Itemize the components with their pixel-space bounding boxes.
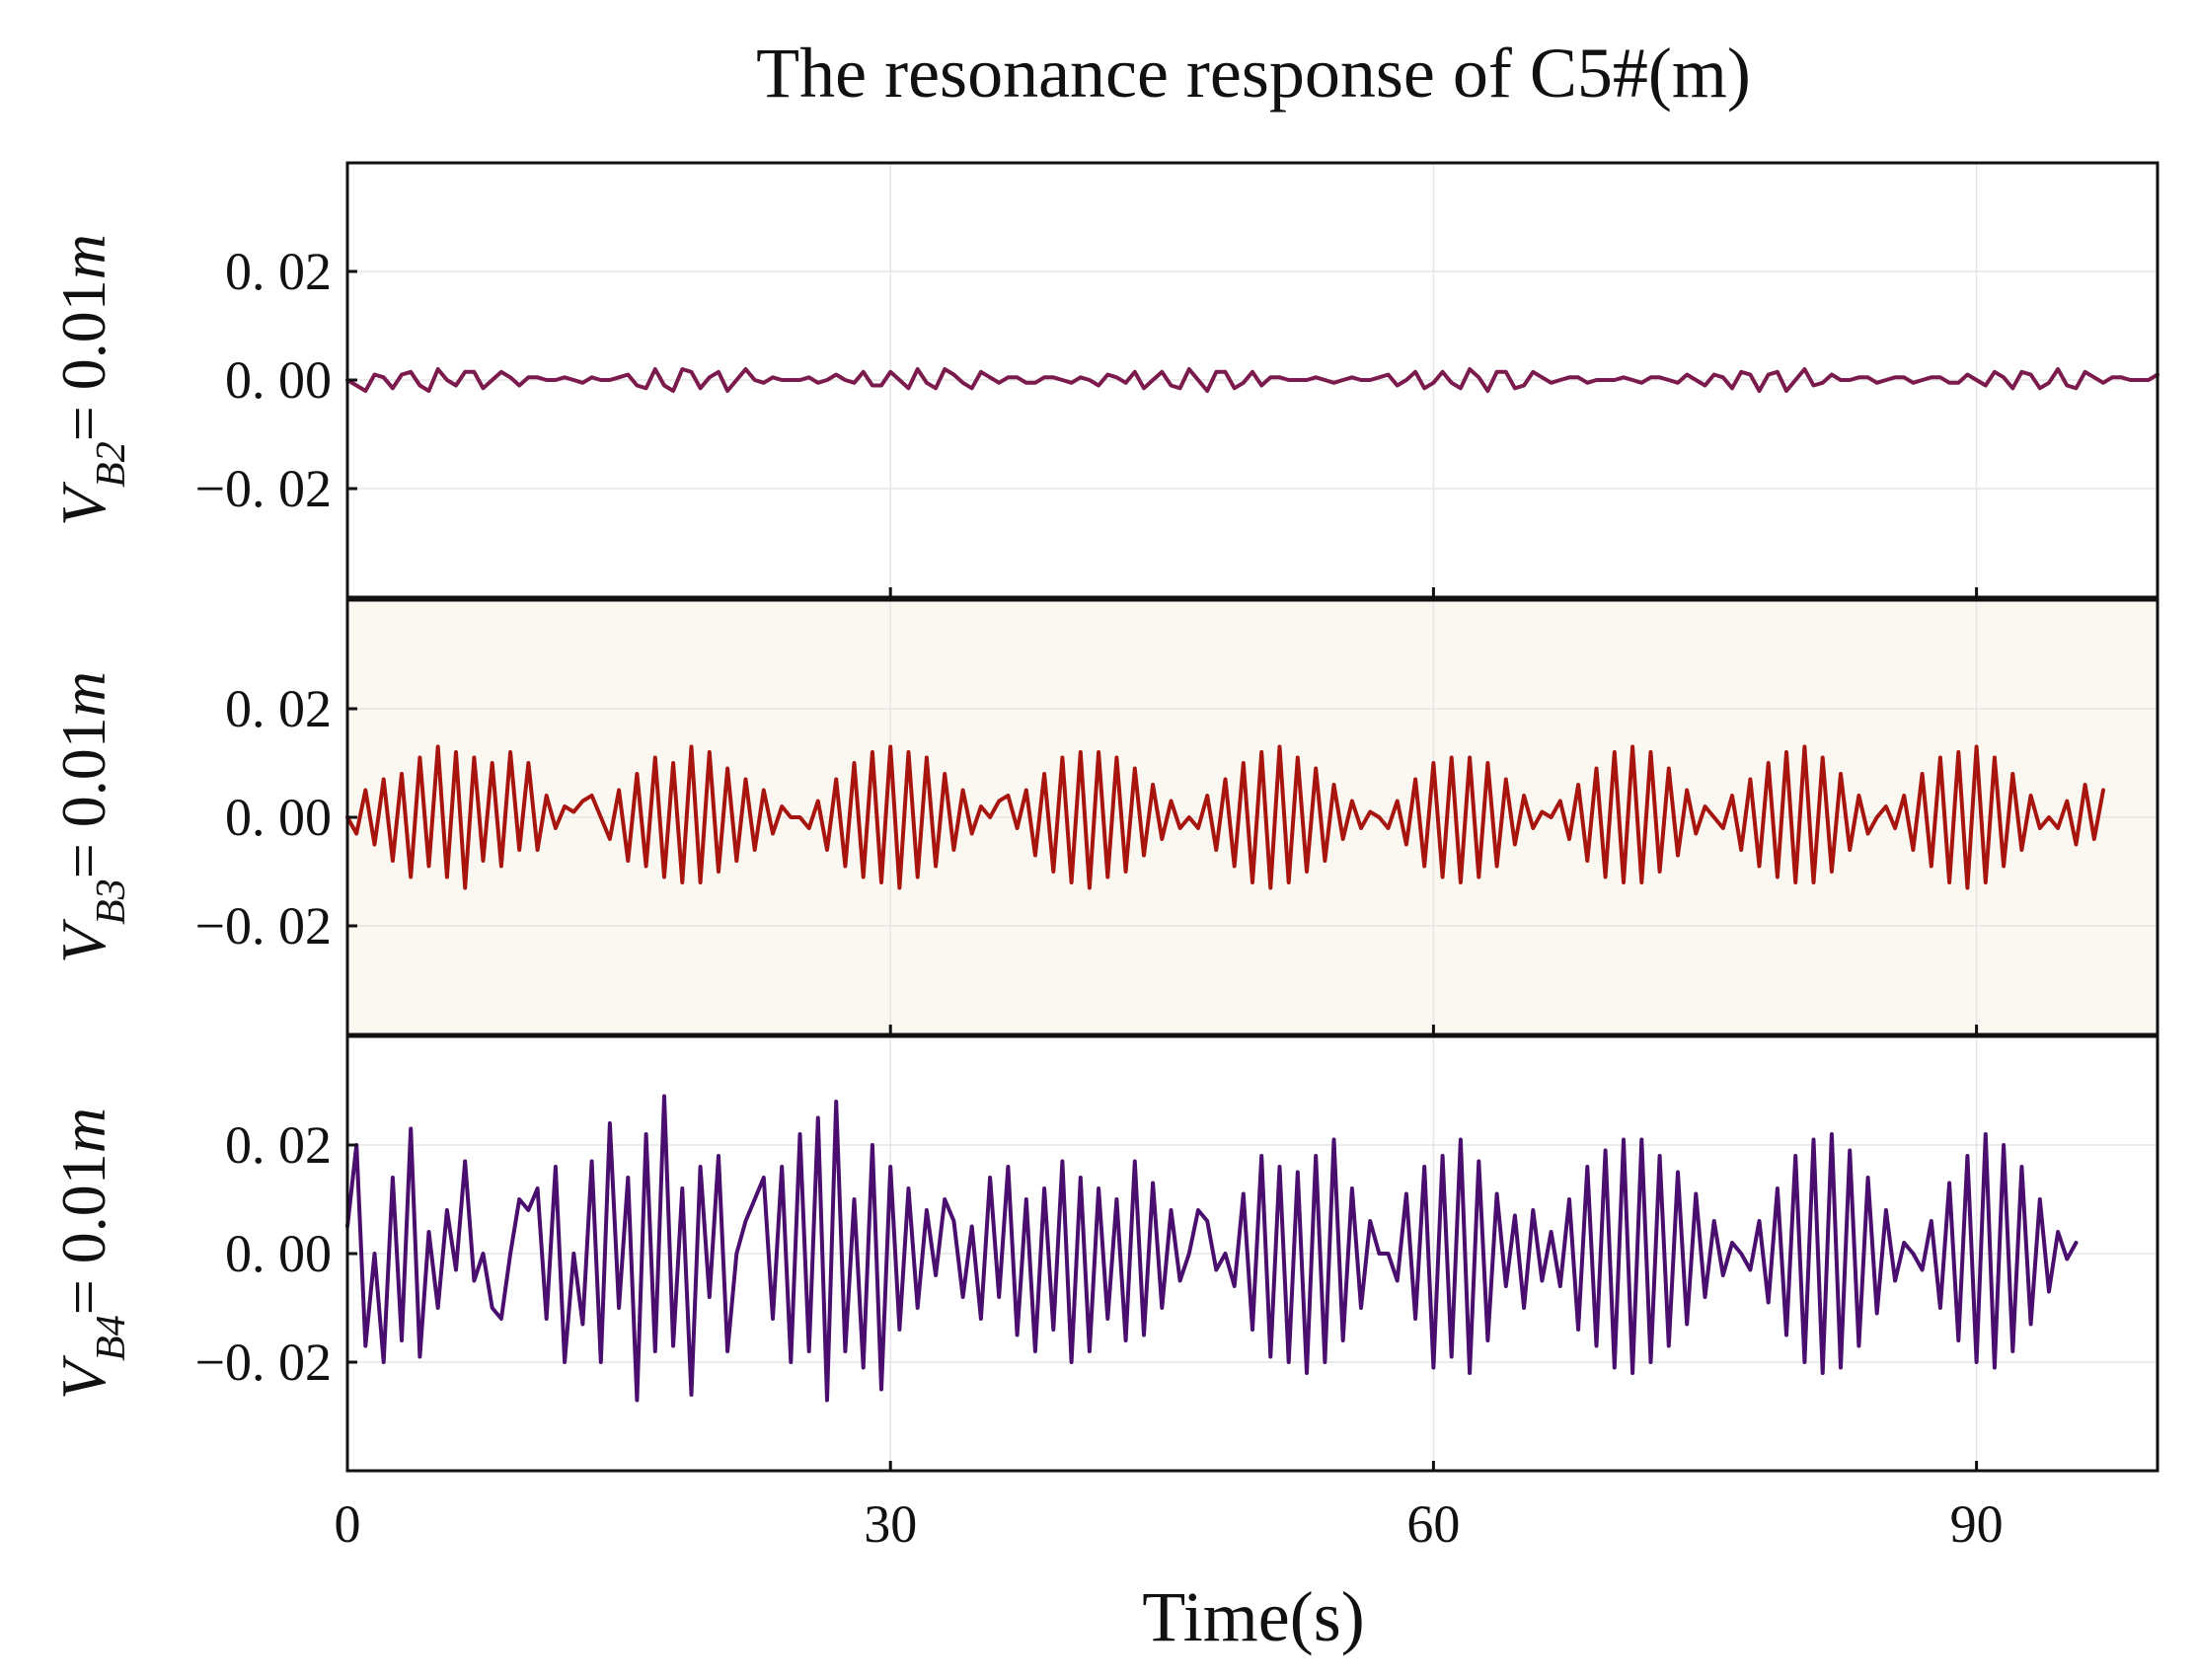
y-label-value: = 0.01 [48,1153,118,1315]
y-label-value: = 0.01 [48,717,118,878]
y-label-prefix: V [48,1354,118,1400]
y-tick-label: 0. 02 [225,679,332,738]
y-tick-label: 0. 02 [225,1115,332,1175]
y-tick-label: 0. 00 [225,788,332,847]
y-label-subscript: B3 [89,878,134,925]
y-label-subscript: B4 [89,1315,134,1361]
y-axis-label-b2: VB2= 0.01m [48,234,134,526]
y-tick-label: 0. 00 [225,1224,332,1283]
panel-b2: 0. 02 0. 00 −0. 02 VB2= 0.01m [48,161,2159,599]
y-tick-label: −0. 02 [195,896,332,955]
y-label-value: = 0.01 [48,279,118,441]
y-label-unit: m [48,234,118,279]
x-tick-label: 30 [864,1494,917,1554]
y-tick-label: −0. 02 [195,1333,332,1392]
y-label-unit: m [48,671,118,717]
y-label-subscript: B2 [89,441,134,488]
y-label-unit: m [48,1107,118,1153]
x-axis-label: Time(s) [1142,1577,1364,1656]
x-tick-label: 90 [1950,1494,2004,1554]
y-tick-label: 0. 02 [225,242,332,301]
x-tick-label: 0 [335,1494,361,1554]
x-axis: 0 30 60 90 [335,1494,2004,1554]
series-line-b2 [345,367,2159,393]
series-line-b3 [345,744,2105,890]
y-axis-label-b3: VB3= 0.01m [48,671,134,963]
y-tick-label: 0. 00 [225,350,332,410]
y-tick-label: −0. 02 [195,459,332,518]
y-label-prefix: V [48,918,118,963]
chart-title: The resonance response of C5#(m) [756,34,1751,113]
y-label-prefix: V [48,481,118,526]
panel-b3: 0. 02 0. 00 −0. 02 VB3= 0.01m [48,598,2159,1036]
series-line-b4 [345,1094,2079,1403]
x-tick-label: 60 [1406,1494,1460,1554]
y-axis-label-b4: VB4= 0.01m [48,1107,134,1400]
panel-b4: 0. 02 0. 00 −0. 02 VB4= 0.01m [48,1034,2159,1473]
